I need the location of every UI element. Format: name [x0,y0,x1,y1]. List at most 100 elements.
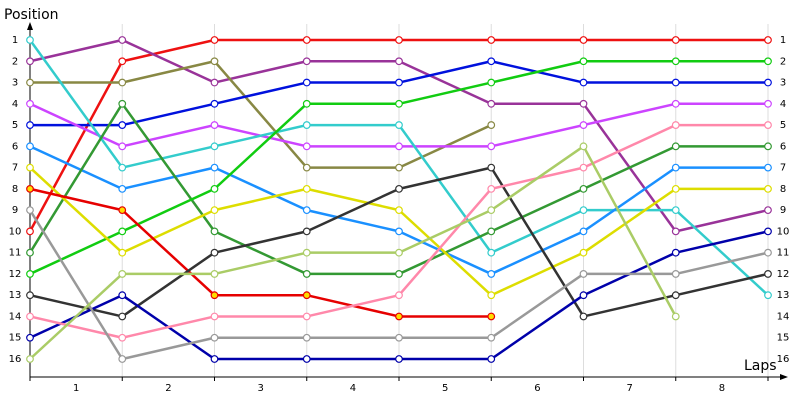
point [764,227,772,236]
point [487,312,496,321]
point [764,142,772,151]
point [579,36,588,44]
point [26,291,34,300]
point [118,99,127,108]
point [210,142,219,151]
y-tick-label: 11 [9,248,22,259]
y-tick-label: 16 [9,354,22,365]
point [302,291,311,300]
point [302,355,311,363]
x-tick-label: 1 [73,383,79,394]
y-tick-label: 10 [9,226,22,237]
y-axis-title: Position [4,7,59,23]
point [671,78,680,87]
point [671,163,680,172]
point [210,78,219,87]
point [118,142,127,151]
series-line [30,60,492,169]
point [210,36,219,44]
point [118,184,127,193]
point [302,206,311,215]
point [395,163,403,172]
y-tick-label: 13 [9,290,22,301]
point [579,78,588,87]
point [671,36,680,44]
point [395,355,403,363]
point [302,333,311,342]
point [302,248,311,257]
point [395,36,403,44]
y-tick-label: 3 [12,78,18,89]
point [579,121,588,129]
point [118,206,127,215]
point [487,142,496,151]
point [487,163,496,172]
point [26,355,34,363]
point [395,333,403,342]
point [671,184,680,193]
point [302,78,311,87]
point [764,291,772,300]
point [579,270,588,278]
point [118,355,127,363]
point [26,99,34,108]
point [487,333,496,342]
point [210,312,219,321]
point [210,355,219,363]
y-tick-label: 2 [12,56,18,67]
point [764,163,772,172]
point [579,227,588,236]
point [26,78,34,87]
x-tick-label: 3 [257,383,263,394]
point [302,184,311,193]
point [764,248,772,257]
point [487,206,496,215]
point [302,142,311,151]
point [671,206,680,215]
point [118,248,127,257]
point [395,121,403,129]
point [302,36,311,44]
point [395,291,403,300]
point [210,248,219,257]
point [302,163,311,172]
point [764,270,772,278]
y-tick-label: 14 [9,311,22,322]
point [395,248,403,257]
y-tick-label-right: 15 [777,333,790,344]
point [579,291,588,300]
point [395,78,403,87]
point [210,121,219,129]
point [671,248,680,257]
point [26,248,34,257]
point [26,36,34,44]
point [395,142,403,151]
point [118,78,127,87]
point [302,227,311,236]
y-axis-arrow [27,22,33,30]
point [210,99,219,108]
point [210,184,219,193]
point [395,312,403,321]
y-tick-label-right: 10 [777,226,790,237]
point [671,57,680,66]
y-tick-label: 5 [12,120,18,131]
y-tick-label: 7 [12,163,18,174]
point [487,291,496,300]
point [487,227,496,236]
point [26,312,34,321]
point [671,227,680,236]
point [395,270,403,278]
point [671,291,680,300]
point [210,57,219,66]
point [118,270,127,278]
y-tick-label-right: 13 [777,290,790,301]
point [395,184,403,193]
x-tick-label: 4 [350,383,356,394]
point [487,184,496,193]
point [487,248,496,257]
point [395,99,403,108]
point [764,121,772,129]
point [210,227,219,236]
